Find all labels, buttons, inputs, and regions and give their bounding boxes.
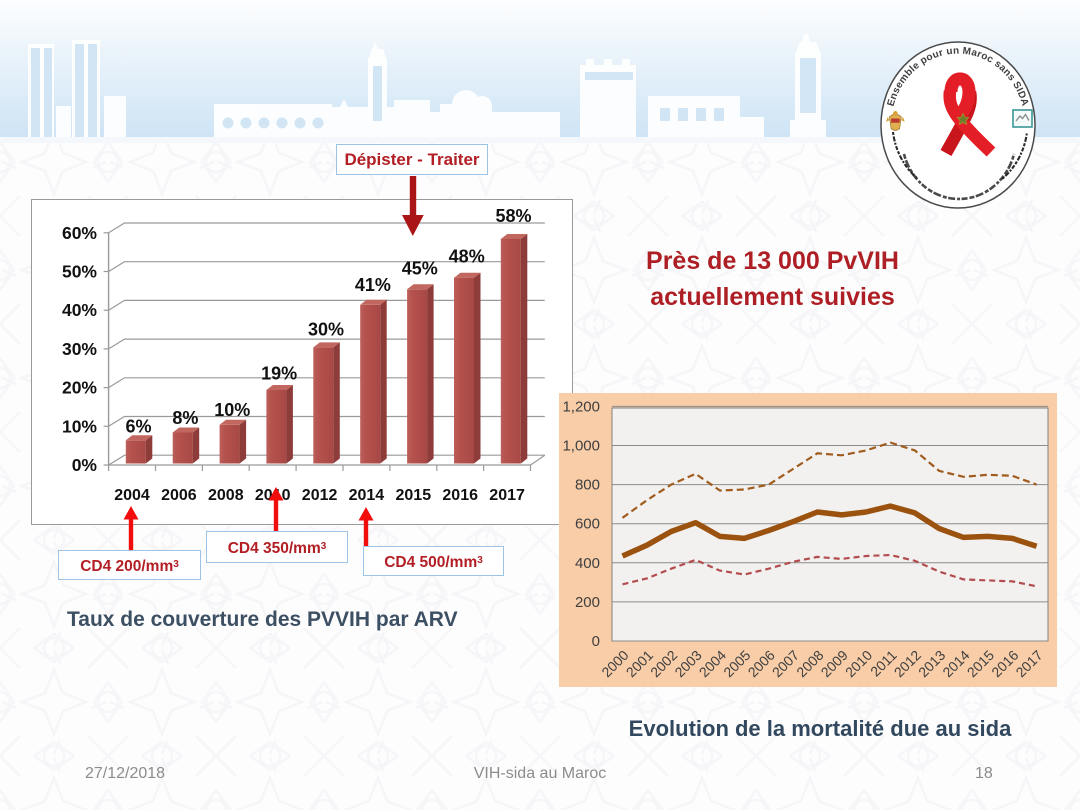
svg-text:48%: 48%	[449, 247, 485, 267]
svg-text:2012: 2012	[302, 487, 338, 504]
svg-text:19%: 19%	[261, 364, 297, 384]
svg-text:40%: 40%	[62, 300, 97, 320]
svg-text:60%: 60%	[62, 223, 97, 243]
svg-text:800: 800	[575, 477, 600, 494]
svg-text:8%: 8%	[172, 408, 198, 428]
svg-text:0%: 0%	[72, 455, 98, 475]
svg-text:45%: 45%	[402, 259, 438, 279]
svg-text:2008: 2008	[208, 487, 244, 504]
svg-text:30%: 30%	[62, 339, 97, 359]
svg-text:30%: 30%	[308, 319, 344, 339]
svg-text:2006: 2006	[161, 487, 197, 504]
svg-text:2016: 2016	[442, 487, 478, 504]
svg-text:400: 400	[575, 555, 600, 572]
svg-text:2015: 2015	[396, 487, 432, 504]
svg-text:2004: 2004	[114, 487, 150, 504]
svg-text:600: 600	[575, 516, 600, 533]
svg-text:200: 200	[575, 594, 600, 611]
svg-text:58%: 58%	[495, 206, 531, 226]
svg-text:50%: 50%	[62, 262, 97, 282]
svg-text:0: 0	[592, 633, 600, 650]
svg-text:2014: 2014	[349, 487, 385, 504]
svg-text:6%: 6%	[125, 416, 151, 436]
svg-text:10%: 10%	[62, 416, 97, 436]
svg-text:2017: 2017	[489, 487, 525, 504]
svg-text:10%: 10%	[214, 400, 250, 420]
svg-text:1,000: 1,000	[562, 438, 600, 455]
svg-text:20%: 20%	[62, 378, 97, 398]
svg-text:1,200: 1,200	[562, 398, 600, 415]
svg-text:41%: 41%	[355, 275, 391, 295]
